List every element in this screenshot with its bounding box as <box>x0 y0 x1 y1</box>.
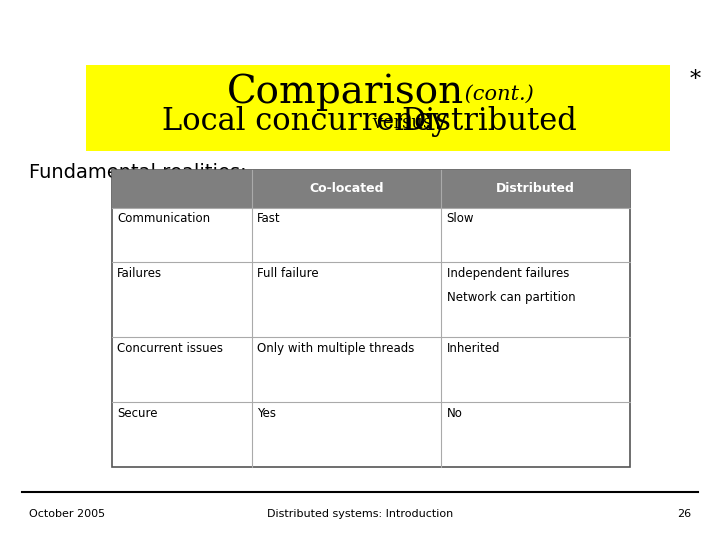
Text: Inherited: Inherited <box>446 342 500 355</box>
Text: Full failure: Full failure <box>257 267 319 280</box>
Text: October 2005: October 2005 <box>29 509 105 519</box>
Text: Communication: Communication <box>117 212 210 225</box>
Text: Failures: Failures <box>117 267 163 280</box>
Text: Comparison: Comparison <box>227 73 464 111</box>
Text: *: * <box>689 69 701 91</box>
Text: No: No <box>446 407 462 420</box>
Text: Co-located: Co-located <box>309 183 384 195</box>
Text: Fast: Fast <box>257 212 281 225</box>
Text: Secure: Secure <box>117 407 158 420</box>
Text: Independent failures: Independent failures <box>446 267 569 280</box>
Text: Distributed: Distributed <box>496 183 575 195</box>
Text: Only with multiple threads: Only with multiple threads <box>257 342 415 355</box>
Text: Distributed: Distributed <box>402 106 577 137</box>
Bar <box>112 170 630 467</box>
Text: Local concurrency: Local concurrency <box>162 106 449 137</box>
Text: 26: 26 <box>677 509 691 519</box>
Text: Distributed systems: Introduction: Distributed systems: Introduction <box>267 509 453 519</box>
Text: (cont.): (cont.) <box>458 85 534 104</box>
Text: Slow: Slow <box>446 212 474 225</box>
Bar <box>112 170 630 208</box>
Text: Yes: Yes <box>257 407 276 420</box>
Bar <box>86 65 670 151</box>
Text: Fundamental realities:: Fundamental realities: <box>29 163 246 183</box>
Text: versus: versus <box>367 114 438 132</box>
Text: Network can partition: Network can partition <box>446 291 575 304</box>
Text: Concurrent issues: Concurrent issues <box>117 342 223 355</box>
